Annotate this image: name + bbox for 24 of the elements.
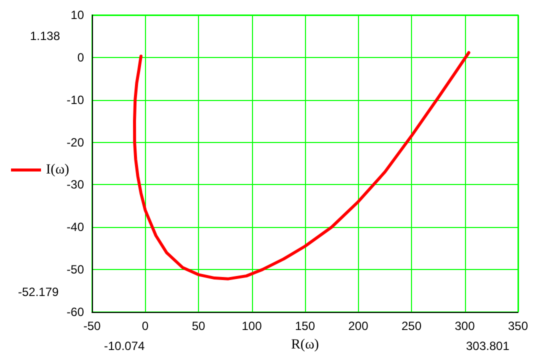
line-series bbox=[133, 51, 470, 280]
text: -52.179 bbox=[18, 285, 60, 299]
legend-label: I(ω) bbox=[46, 162, 70, 178]
x-tick-label: 250 bbox=[401, 319, 422, 333]
y-tick-label: 10 bbox=[70, 8, 84, 22]
y-tick-label: -10 bbox=[66, 92, 84, 107]
text: -10.074 bbox=[104, 339, 146, 353]
x-tick-label: 100 bbox=[242, 319, 262, 333]
x-axis-title: R(ω) bbox=[291, 338, 320, 352]
x-tick-label: 350 bbox=[508, 319, 528, 333]
y-tick-label: -50 bbox=[66, 262, 84, 277]
x-tick-label: 50 bbox=[192, 319, 206, 333]
x-tick-label: 300 bbox=[454, 319, 476, 333]
y-tick-label: -60 bbox=[66, 305, 84, 319]
y-tick-label: -30 bbox=[66, 178, 84, 192]
x-tick-label: 200 bbox=[348, 319, 369, 333]
x-tick-label: -50 bbox=[83, 319, 101, 333]
x-tick-label: 0 bbox=[142, 319, 149, 333]
text: 303.801 bbox=[466, 339, 510, 353]
y-tick-label: 0 bbox=[77, 50, 84, 64]
y-tick-label: -20 bbox=[66, 135, 84, 150]
y-tick-label: -40 bbox=[66, 220, 84, 234]
x-tick-label: 150 bbox=[294, 319, 316, 333]
text: 1.138 bbox=[30, 29, 60, 43]
